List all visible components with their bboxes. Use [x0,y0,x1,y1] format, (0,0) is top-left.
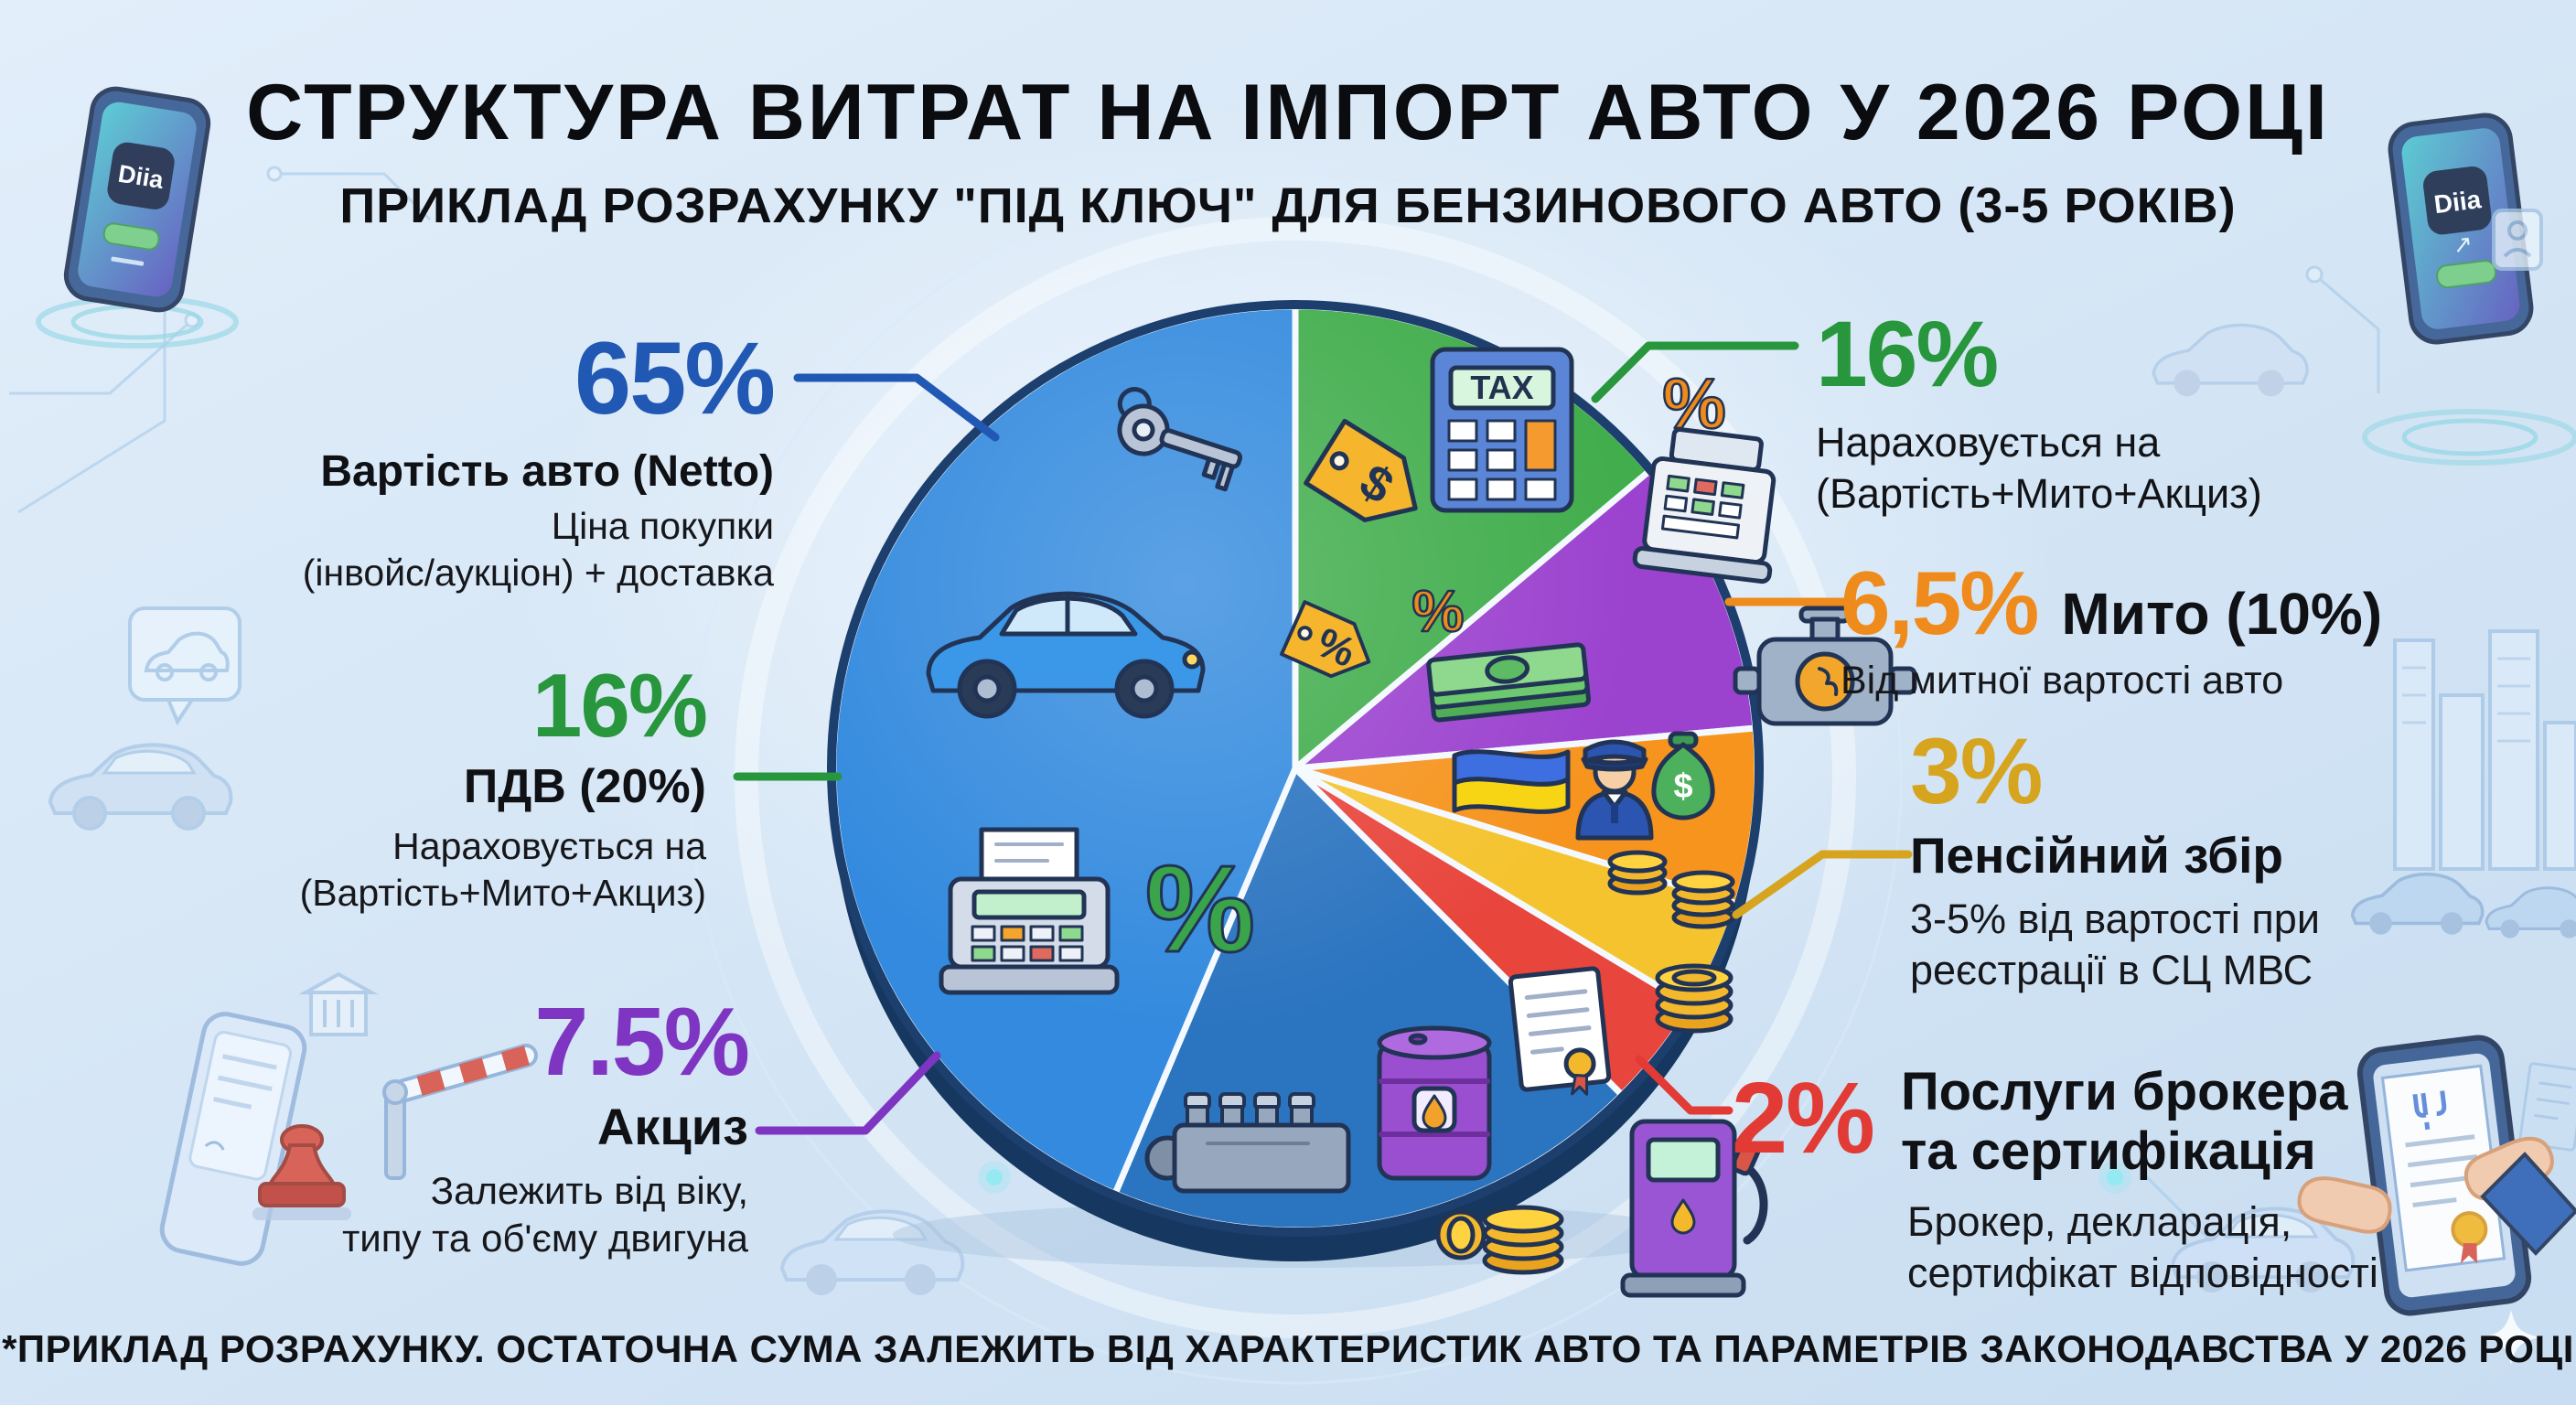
callout-duty-desc: Від митної вартості авто [1841,659,2284,702]
oil-barrel-icon [1377,1025,1492,1181]
svg-text:$: $ [1673,767,1692,806]
page-subtitle: ПРИКЛАД РОЗРАХУНКУ "ПІД КЛЮЧ" ДЛЯ БЕНЗИН… [339,178,2237,233]
leader-broker [1635,1055,1733,1115]
callout-pension-fee-value: 3% [1910,719,2043,823]
car-bubble-icon [128,606,242,726]
ukraine-flag-icon [1452,749,1571,814]
document-phone-icon [159,1012,307,1266]
faint-car-topright-icon [2152,323,2309,397]
banknotes-icon [1426,642,1592,723]
money-bag-icon: $ [1651,731,1715,820]
diia-phone-left-icon: Diia [36,86,239,349]
percent-green-icon: % [1145,840,1255,978]
callout-vat-right: 16% Нараховується на (Вартість+Мито+Акци… [1816,307,2420,520]
percent-orange-small-icon: % [1412,578,1465,644]
background-decor: Diia Diia ↗ [9,86,2576,1385]
page-title: СТРУКТУРА ВИТРАТ НА ІМПОРТ АВТО У 2026 Р… [246,69,2330,156]
barrier-icon [382,1043,538,1180]
footnote-disclaimer: *ПРИКЛАД РОЗРАХУНКУ. ОСТАТОЧНА СУМА ЗАЛЕ… [2,1327,2574,1370]
faint-car-bottom-icon [779,1209,965,1295]
percent-orange-icon: % [1662,363,1725,444]
pie-chart: $ % [827,300,1917,1298]
callout-vat-title: ПДВ (20%) [463,760,706,813]
coin-stacks-icon [1607,850,1735,929]
blue-car-icon [926,591,1206,719]
customs-decor-group [159,971,538,1266]
glow-dots-icon [978,1161,2131,1194]
cash-register-icon [939,827,1120,995]
callout-vat-right-value: 16% [1816,302,1999,406]
small-register-icon [1632,426,1776,585]
faint-car-city-icon [2485,886,2576,938]
callout-pension-fee-desc: 3-5% від вартості при реєстрації в СЦ МВ… [1910,896,2320,993]
leader-pdv-right [1591,341,1799,403]
person-badge-icon [2492,209,2543,271]
tax-label-text: TAX [1470,369,1533,406]
engine-block-icon [1144,1092,1351,1194]
callout-broker: 2% Послуги брокера та сертифікація Броке… [1732,1062,2463,1299]
callout-car-cost-value: 65% [574,321,776,435]
callout-car-cost-title: Вартість авто (Netto) [320,447,774,496]
customs-officer-icon [1575,739,1654,841]
pie-outline [827,300,1764,1237]
certificate-document-icon [1508,966,1612,1096]
leader-lines [733,341,1913,1135]
faint-car-left-icon [48,743,233,831]
trident-icon [2412,1090,2447,1131]
car-keys-icon [1117,387,1243,492]
engine-icon [1733,606,1917,726]
arrow-up-icon: ↗ [2451,230,2474,259]
faint-car-bottom-right-icon [2170,1207,2356,1292]
stamp-icon [252,1124,351,1220]
price-tag-percent-icon: % [1280,600,1371,679]
diia-logo-text: Diia [2432,185,2483,219]
callout-excise: 7.5% Акциз Залежить від віку, типу та об… [146,988,750,1262]
callout-duty-value: 6,5% [1841,552,2039,653]
callout-excise-desc: Залежить від віку, типу та об'єму двигун… [342,1169,748,1260]
callout-excise-value: 7.5% [534,988,750,1096]
callout-car-cost: 65% Вартість авто (Netto) Ціна покупки (… [156,321,776,596]
callout-broker-value: 2% [1732,1062,1875,1174]
callout-broker-title: Послуги брокера та сертифікація [1900,1062,2348,1181]
bank-building-icon [298,971,379,1036]
callout-car-cost-desc: Ціна покупки (інвойс/аукціон) + доставка [302,505,774,594]
callout-vat: 16% ПДВ (20%) Нараховується на (Вартість… [165,655,708,917]
callout-pension-fee-title: Пенсійний збір [1910,827,2283,884]
callout-pension-fee: 3% Пенсійний збір 3-5% від вартості при … [1910,724,2459,996]
callout-vat-desc: Нараховується на (Вартість+Мито+Акциз) [299,825,706,914]
callout-vat-right-desc: Нараховується на (Вартість+Мито+Акциз) [1816,419,2262,517]
pie-outer-ring [688,170,1903,1385]
callout-broker-desc: Брокер, декларація, сертифікат відповідн… [1907,1197,2378,1296]
coins-stack-icon [1655,963,1733,1034]
price-tag-dollar-icon: $ [1304,418,1418,522]
faint-car-city-icon [2350,872,2485,935]
callout-duty: 6,5% Мито (10%) Від митної вартості авто [1841,558,2499,705]
sparkle-icon [2483,1310,2539,1365]
leader-akcyz [755,1051,941,1135]
callout-vat-value: 16% [531,655,708,756]
certificate-phone-hands-icon [2297,1035,2576,1365]
diia-phone-right-icon: Diia ↗ [2362,113,2576,466]
seal-ribbon-icon [2460,1242,2478,1264]
callout-excise-title: Акциз [596,1098,748,1155]
circuit-lines-right-icon [2139,265,2380,1246]
leader-pension [1732,850,1913,919]
fuel-pump-icon [1620,1119,1768,1298]
tax-calculator-icon: TAX [1430,347,1574,513]
hands-icon [2297,1136,2576,1256]
callout-duty-title: Мито (10%) [2061,581,2383,647]
city-skyline-icon [2350,629,2576,938]
leader-netto [793,373,1000,442]
gold-coins-icon [1435,1205,1564,1275]
